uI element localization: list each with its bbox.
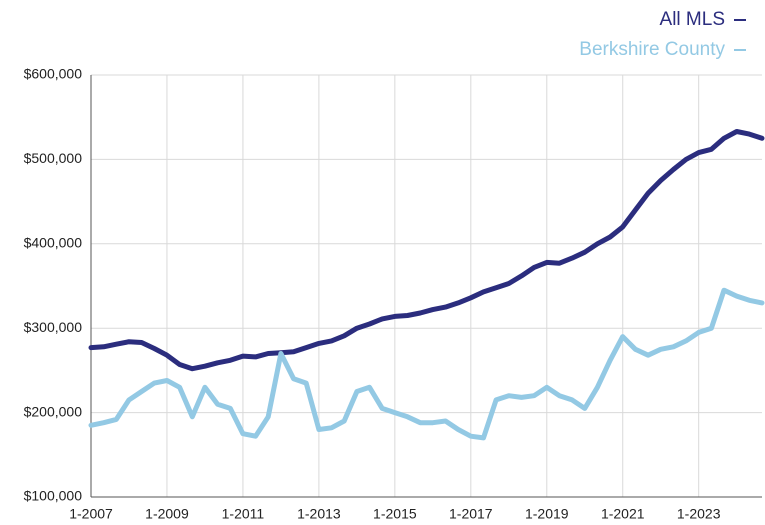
x-tick-label: 1-2009 — [145, 506, 189, 522]
y-tick-label: $500,000 — [24, 150, 83, 166]
x-tick-label: 1-2007 — [69, 506, 113, 522]
data-line — [88, 287, 765, 441]
y-tick-label: $200,000 — [24, 403, 83, 419]
legend-label: All MLS — [660, 9, 725, 30]
y-tick-label: $400,000 — [24, 235, 83, 251]
x-tick-label: 1-2017 — [449, 506, 493, 522]
x-tick-label: 1-2015 — [373, 506, 417, 522]
x-tick-label: 1-2019 — [525, 506, 569, 522]
x-tick-label: 1-2013 — [297, 506, 341, 522]
y-tick-label: $600,000 — [24, 66, 83, 82]
legend-label: Berkshire County — [579, 39, 725, 60]
y-tick-label: $100,000 — [24, 488, 83, 504]
x-tick-label: 1-2023 — [677, 506, 721, 522]
x-tick-label: 1-2021 — [601, 506, 645, 522]
data-line — [88, 129, 765, 372]
x-tick-label: 1-2011 — [222, 506, 265, 522]
y-tick-label: $300,000 — [24, 319, 83, 335]
